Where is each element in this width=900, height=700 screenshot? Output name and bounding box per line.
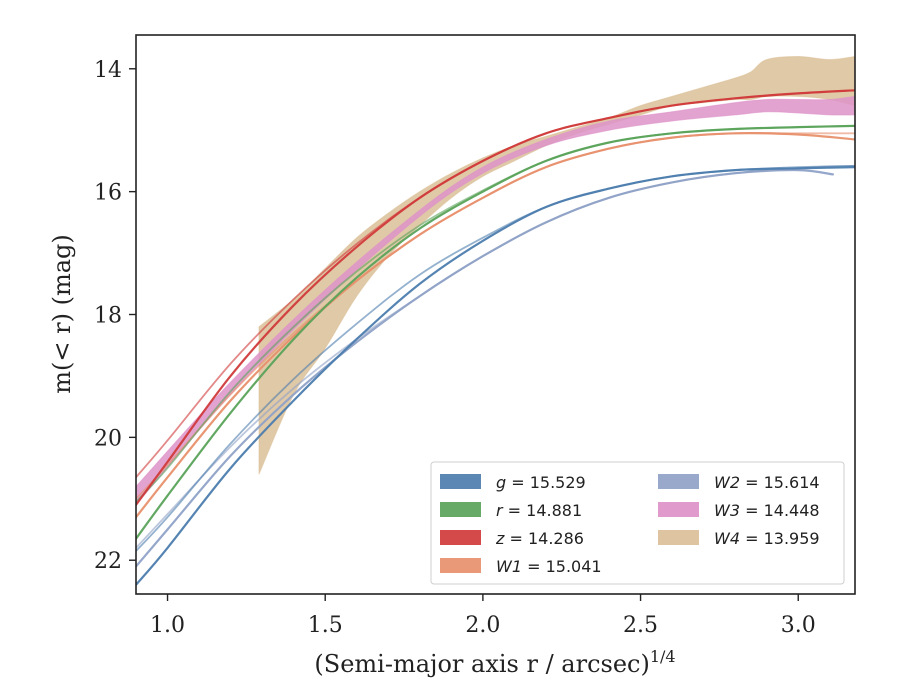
series-w2-line-2 [136, 164, 855, 549]
series-g-line-2 [136, 164, 855, 552]
legend-swatch-z [440, 530, 481, 545]
legend-label-z: z = 14.286 [495, 529, 584, 548]
legend-swatch-w3 [658, 502, 699, 517]
y-axis-label: m(< r) (mag) [48, 234, 76, 393]
legend-label-w1: W1 = 15.041 [496, 557, 602, 576]
legend-swatch-g [440, 474, 481, 489]
x-tick-label: 1.0 [150, 613, 185, 638]
y-tick-label: 16 [94, 181, 122, 206]
series-z-line-2 [136, 89, 855, 479]
legend-swatch-w2 [658, 474, 699, 489]
series-r-line-2 [136, 125, 855, 503]
x-tick-label: 1.5 [308, 613, 343, 638]
legend-label-w3: W3 = 14.448 [714, 501, 820, 520]
legend-label-r: r = 14.881 [496, 501, 582, 520]
x-axis-label-exponent: 1/4 [650, 647, 676, 666]
x-axis: 1.0 1.5 2.0 2.5 3.0 [150, 594, 816, 638]
legend-label-w2: W2 = 15.614 [714, 473, 820, 492]
x-axis-label-text: (Semi-major axis r / arcsec) [314, 650, 649, 678]
x-axis-label: (Semi-major axis r / arcsec)1/4 [314, 647, 675, 678]
y-tick-label: 20 [94, 426, 122, 451]
y-tick-label: 22 [94, 549, 122, 574]
y-tick-label: 18 [94, 304, 122, 329]
y-tick-label: 14 [94, 58, 122, 83]
x-tick-label: 2.0 [465, 613, 500, 638]
legend-swatch-w1 [440, 558, 481, 573]
x-tick-label: 2.5 [623, 613, 658, 638]
y-axis: 14 16 18 20 22 [94, 58, 136, 574]
legend: g = 15.529 r = 14.881 z = 14.286 W1 = 15.04… [430, 461, 845, 585]
series-w1-line-2 [136, 132, 855, 500]
legend-label-w4: W4 = 13.959 [714, 529, 820, 548]
legend-label-g: g = 15.529 [496, 473, 586, 492]
legend-frame [430, 461, 845, 585]
legend-swatch-w4 [658, 530, 699, 545]
x-tick-label: 3.0 [781, 613, 816, 638]
legend-swatch-r [440, 502, 481, 517]
